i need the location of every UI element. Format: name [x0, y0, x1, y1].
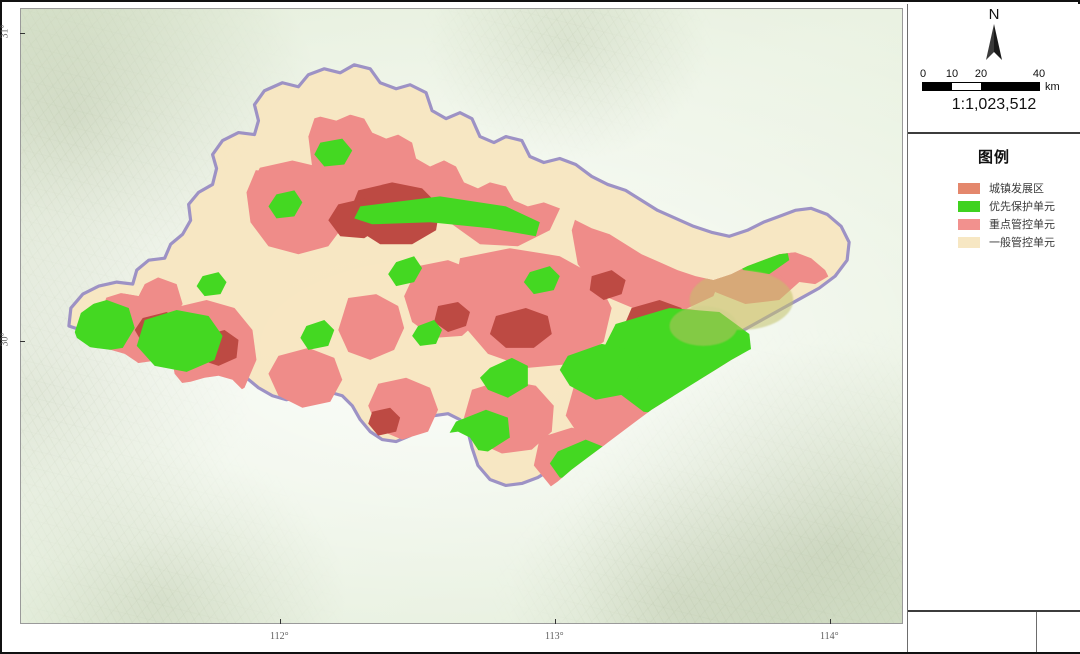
y-tick-30: [20, 341, 25, 342]
legend-item-urban-development[interactable]: 城镇发展区: [958, 179, 1080, 197]
x-tick-0: [280, 619, 281, 624]
x-axis-label-114: 114°: [820, 631, 839, 642]
x-axis-label-113: 113°: [545, 631, 564, 642]
north-arrow: N: [983, 6, 1005, 67]
scalebar-tick-40: 40: [1032, 68, 1046, 80]
legend-swatch-general-control: [958, 236, 980, 248]
y-tick-31: [20, 33, 25, 34]
scalebar-segment-2: [952, 83, 981, 90]
legend-label-key-control: 重点管控单元: [989, 218, 1055, 231]
scalebar-bar: km: [922, 81, 1060, 93]
map-panel: 112° 113° 114° 31° 30°: [0, 4, 907, 652]
scalebar-segment-1: [923, 83, 952, 90]
north-letter: N: [988, 6, 1000, 23]
y-axis-label-30: 30°: [0, 332, 11, 347]
scalebar-segment-3: [981, 83, 1039, 90]
legend-item-priority-protection[interactable]: 优先保护单元: [958, 197, 1080, 215]
blend-overlay: [669, 270, 794, 346]
x-tick-1: [555, 619, 556, 624]
north-arrow-icon: [986, 24, 1002, 60]
north-and-scale-box: N 0 10 20 40 km: [908, 4, 1080, 134]
scalebar-tick-20: 20: [974, 68, 988, 80]
scale-ratio-text: 1:1,023,512: [951, 96, 1037, 113]
x-tick-2: [830, 619, 831, 624]
legend-items: 城镇发展区 优先保护单元 重点管控单元 一般管控单元: [908, 179, 1080, 251]
legend-swatch-priority-protection: [958, 200, 980, 212]
legend-title: 图例: [977, 148, 1010, 166]
legend-label-urban-development: 城镇发展区: [989, 182, 1044, 195]
scalebar-unit: km: [1045, 81, 1060, 93]
x-axis-label-112: 112°: [270, 631, 289, 642]
legend-swatch-key-control: [958, 218, 980, 230]
footer-cell-left: [908, 612, 1037, 652]
scalebar-labels: 0 10 20 40: [919, 68, 1070, 82]
legend-label-priority-protection: 优先保护单元: [989, 200, 1055, 213]
scalebar: 0 10 20 40 km: [919, 68, 1070, 93]
scalebar-tick-0: 0: [919, 68, 927, 80]
map-side-panel: N 0 10 20 40 km: [907, 4, 1080, 652]
legend-label-general-control: 一般管控单元: [989, 236, 1055, 249]
scalebar-tick-10: 10: [945, 68, 959, 80]
legend-item-general-control[interactable]: 一般管控单元: [958, 233, 1080, 251]
legend-swatch-urban-development: [958, 182, 980, 194]
footer-cell-right: [1037, 612, 1080, 652]
map-canvas[interactable]: [20, 8, 903, 624]
legend-box: 图例 城镇发展区 优先保护单元 重点管控单元 一般管控单元: [908, 134, 1080, 612]
legend-item-key-control[interactable]: 重点管控单元: [958, 215, 1080, 233]
region-polygons[interactable]: [21, 9, 902, 623]
y-axis-label-31: 31°: [0, 24, 11, 39]
